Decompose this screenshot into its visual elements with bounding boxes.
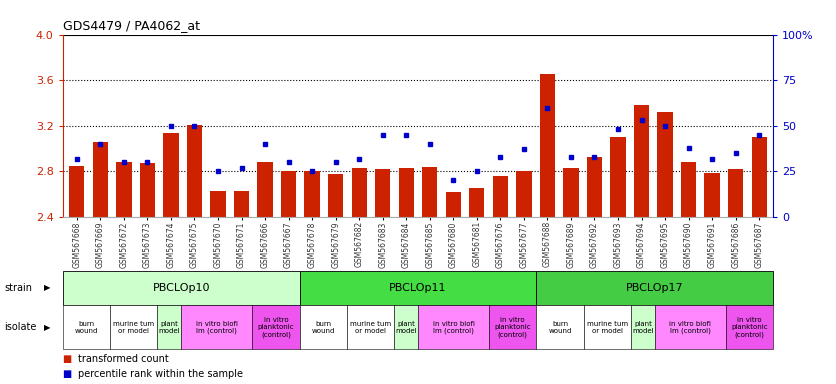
Text: PBCLOp11: PBCLOp11	[390, 283, 446, 293]
Text: plant
model: plant model	[159, 321, 180, 334]
Bar	[563, 168, 579, 217]
Bar	[705, 172, 720, 217]
Text: ▶: ▶	[43, 323, 50, 332]
Text: murine tum
or model: murine tum or model	[113, 321, 155, 334]
Text: murine tum
or model: murine tum or model	[587, 321, 628, 334]
Text: ■: ■	[63, 369, 75, 379]
Bar	[328, 174, 344, 217]
Bar	[211, 191, 226, 217]
Bar	[469, 189, 485, 217]
Bar	[752, 137, 767, 217]
Text: plant
model: plant model	[632, 321, 654, 334]
Bar	[163, 132, 179, 217]
Bar	[634, 105, 650, 217]
Bar	[587, 157, 602, 217]
Text: transformed count: transformed count	[78, 354, 169, 364]
Bar	[399, 168, 414, 217]
Bar	[116, 162, 131, 217]
Bar	[517, 171, 532, 217]
Bar	[446, 192, 461, 217]
Bar	[422, 167, 437, 217]
Text: PBCLOp17: PBCLOp17	[626, 283, 684, 293]
Bar	[304, 171, 319, 217]
Bar	[681, 162, 696, 217]
Text: in vitro biofi
lm (control): in vitro biofi lm (control)	[196, 321, 237, 334]
Bar	[492, 176, 508, 217]
Text: in vitro
planktonic
(control): in vitro planktonic (control)	[494, 317, 531, 338]
Text: isolate: isolate	[4, 322, 37, 333]
Bar	[140, 163, 155, 217]
Text: in vitro
planktonic
(control): in vitro planktonic (control)	[257, 317, 294, 338]
Text: strain: strain	[4, 283, 32, 293]
Bar	[657, 112, 673, 217]
Text: in vitro biofi
lm (control): in vitro biofi lm (control)	[432, 321, 475, 334]
Bar	[234, 191, 249, 217]
Text: ■: ■	[63, 354, 75, 364]
Text: burn
wound: burn wound	[312, 321, 335, 334]
Bar	[186, 125, 202, 217]
Bar	[610, 137, 625, 217]
Bar	[375, 169, 390, 217]
Text: in vitro biofi
lm (control): in vitro biofi lm (control)	[670, 321, 711, 334]
Text: percentile rank within the sample: percentile rank within the sample	[78, 369, 242, 379]
Text: GDS4479 / PA4062_at: GDS4479 / PA4062_at	[63, 19, 200, 32]
Text: murine tum
or model: murine tum or model	[350, 321, 391, 334]
Bar	[93, 142, 108, 217]
Text: PBCLOp10: PBCLOp10	[152, 283, 210, 293]
Bar	[281, 171, 296, 217]
Text: burn
wound: burn wound	[74, 321, 98, 334]
Text: ▶: ▶	[43, 283, 50, 293]
Text: plant
model: plant model	[395, 321, 417, 334]
Text: burn
wound: burn wound	[548, 321, 572, 334]
Bar	[540, 74, 555, 217]
Bar	[257, 162, 273, 217]
Text: in vitro
planktonic
(control): in vitro planktonic (control)	[732, 317, 768, 338]
Bar	[728, 169, 743, 217]
Bar	[351, 168, 367, 217]
Bar	[69, 166, 84, 217]
